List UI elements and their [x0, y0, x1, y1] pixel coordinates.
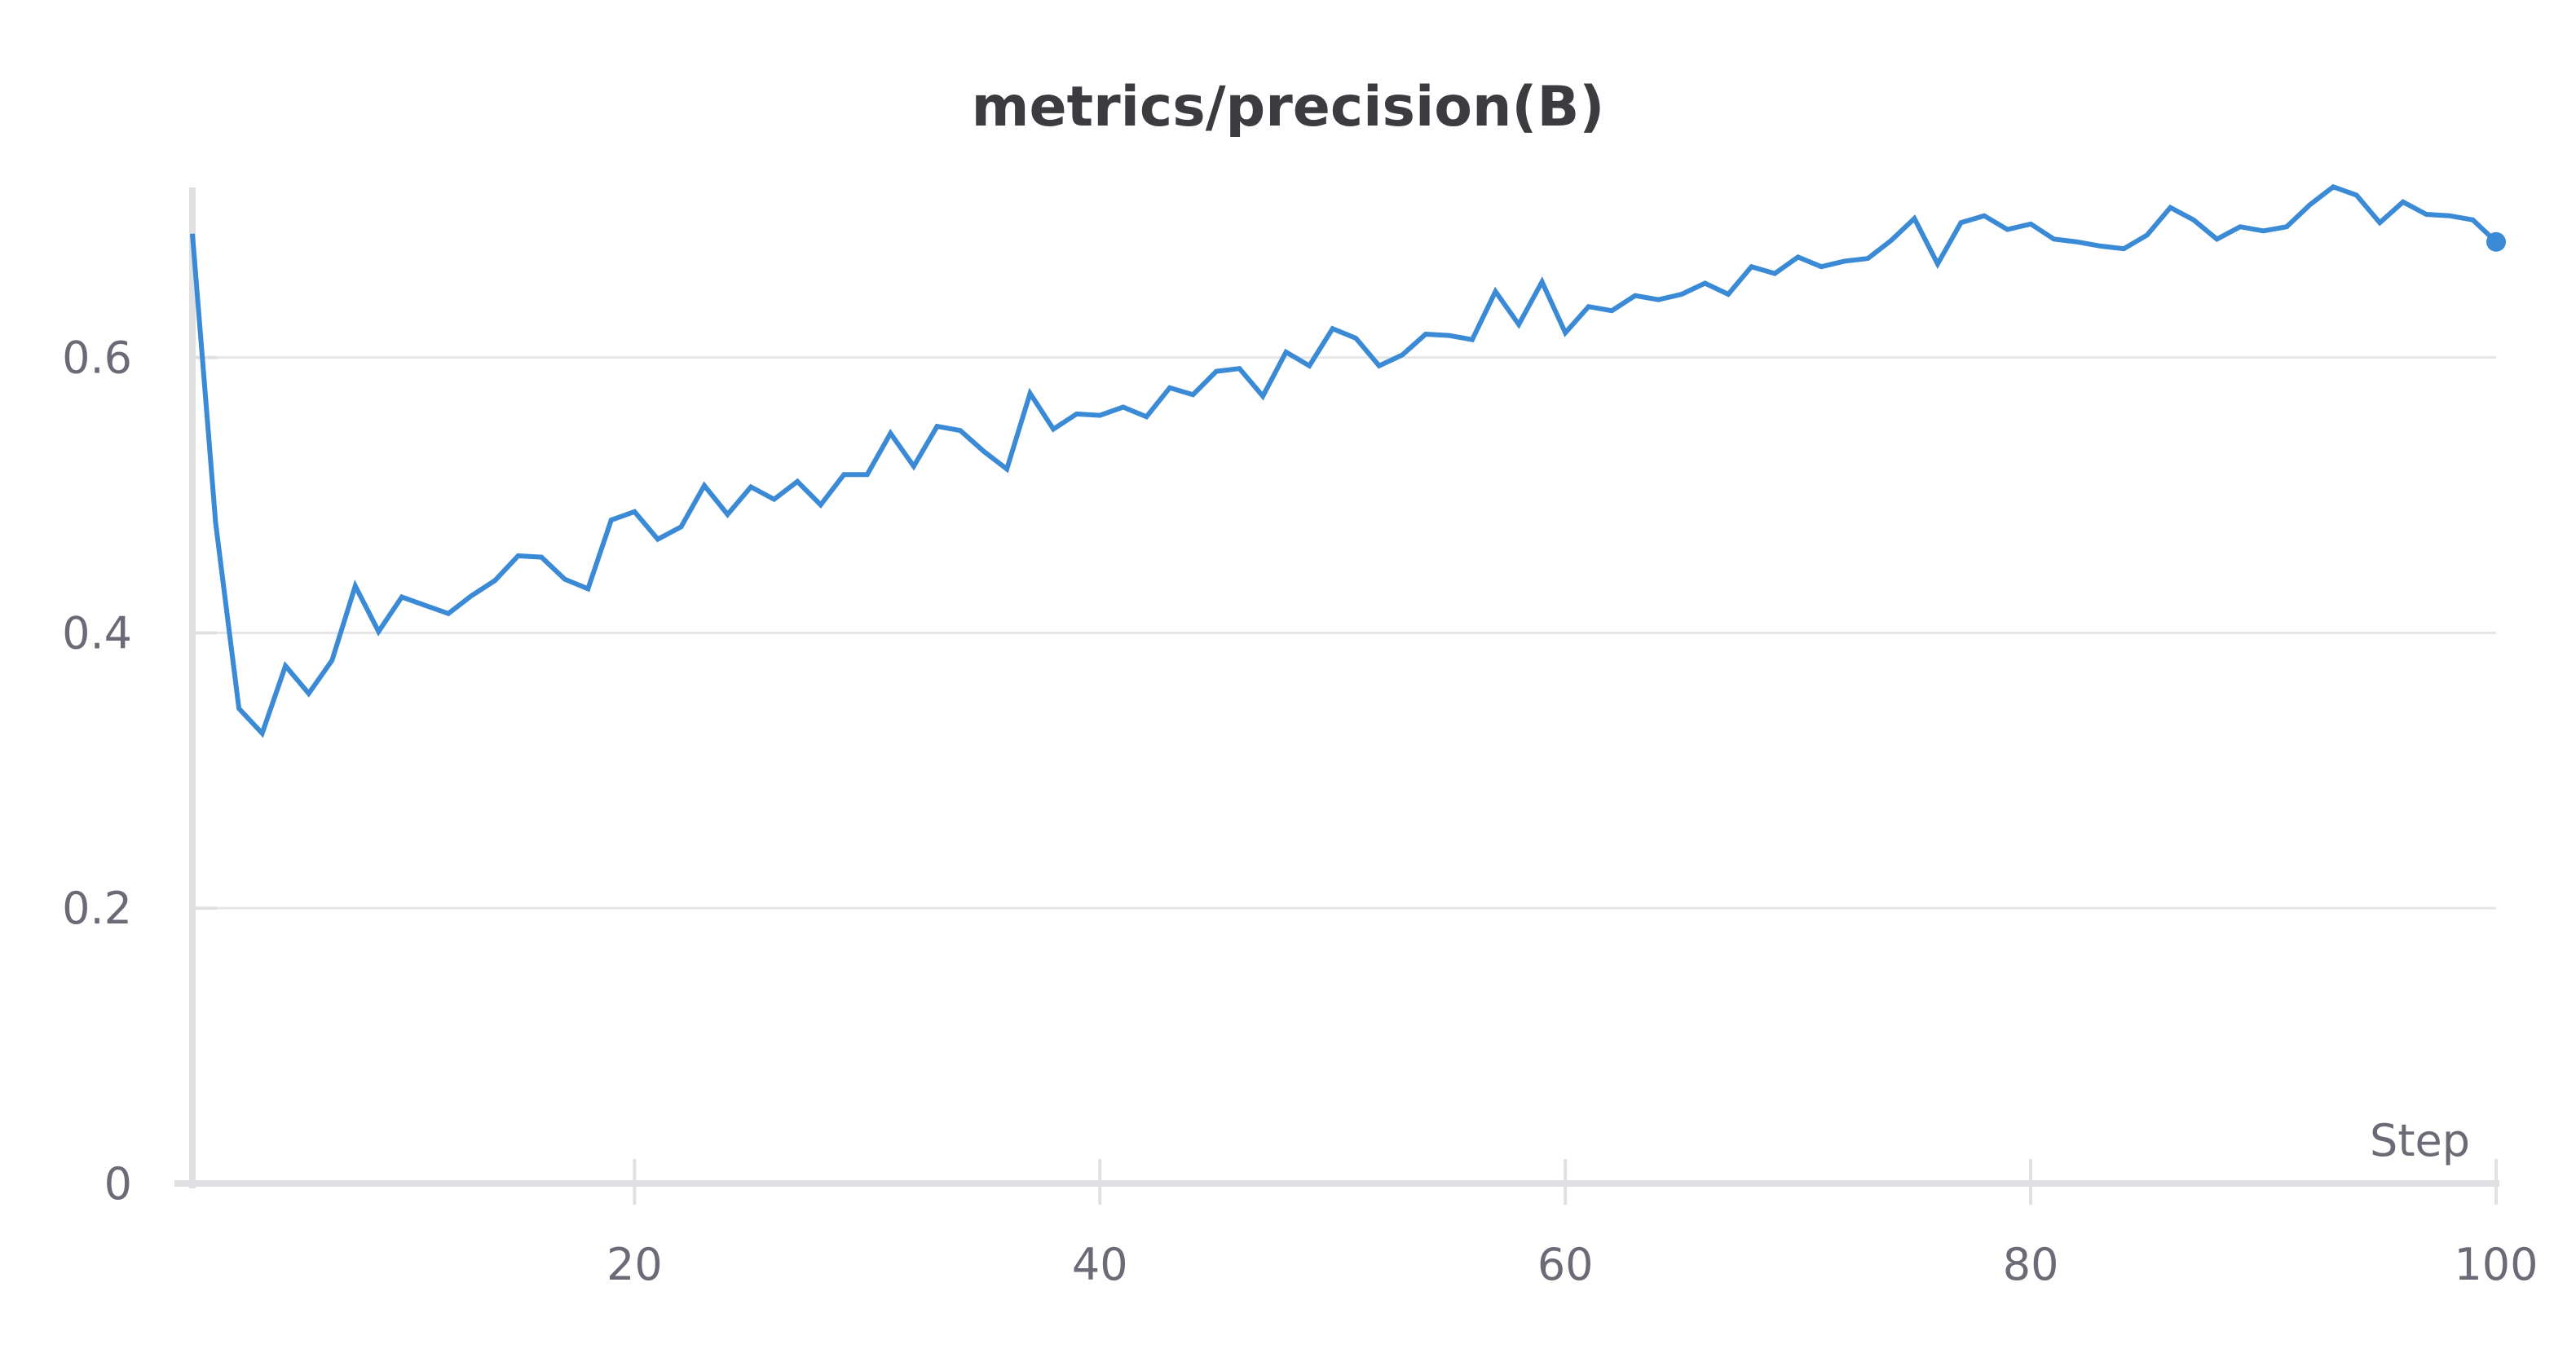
- y-tick-labels: 0 0.2 0.4 0.6: [62, 333, 132, 1210]
- y-tick-label: 0.4: [62, 607, 132, 659]
- x-tick-label: 80: [2003, 1239, 2059, 1290]
- axes: [174, 187, 2499, 1205]
- series-layer: [190, 183, 2506, 738]
- series-line: [190, 183, 2499, 738]
- x-tick-label: 60: [1537, 1239, 1594, 1290]
- y-tick-label: 0.6: [62, 333, 132, 384]
- x-tick-label: 40: [1072, 1239, 1128, 1290]
- chart-title: metrics/precision(B): [971, 75, 1605, 139]
- x-axis-title: Step: [2370, 1115, 2470, 1166]
- x-tick-label: 100: [2454, 1239, 2538, 1290]
- last-point-marker: [2486, 231, 2506, 252]
- x-tick-labels: 20 40 60 80 100: [607, 1239, 2539, 1290]
- x-tick-label: 20: [607, 1239, 663, 1290]
- grid-lines: [192, 356, 2496, 910]
- y-tick-label: 0.2: [62, 883, 132, 934]
- y-tick-label: 0: [104, 1158, 132, 1210]
